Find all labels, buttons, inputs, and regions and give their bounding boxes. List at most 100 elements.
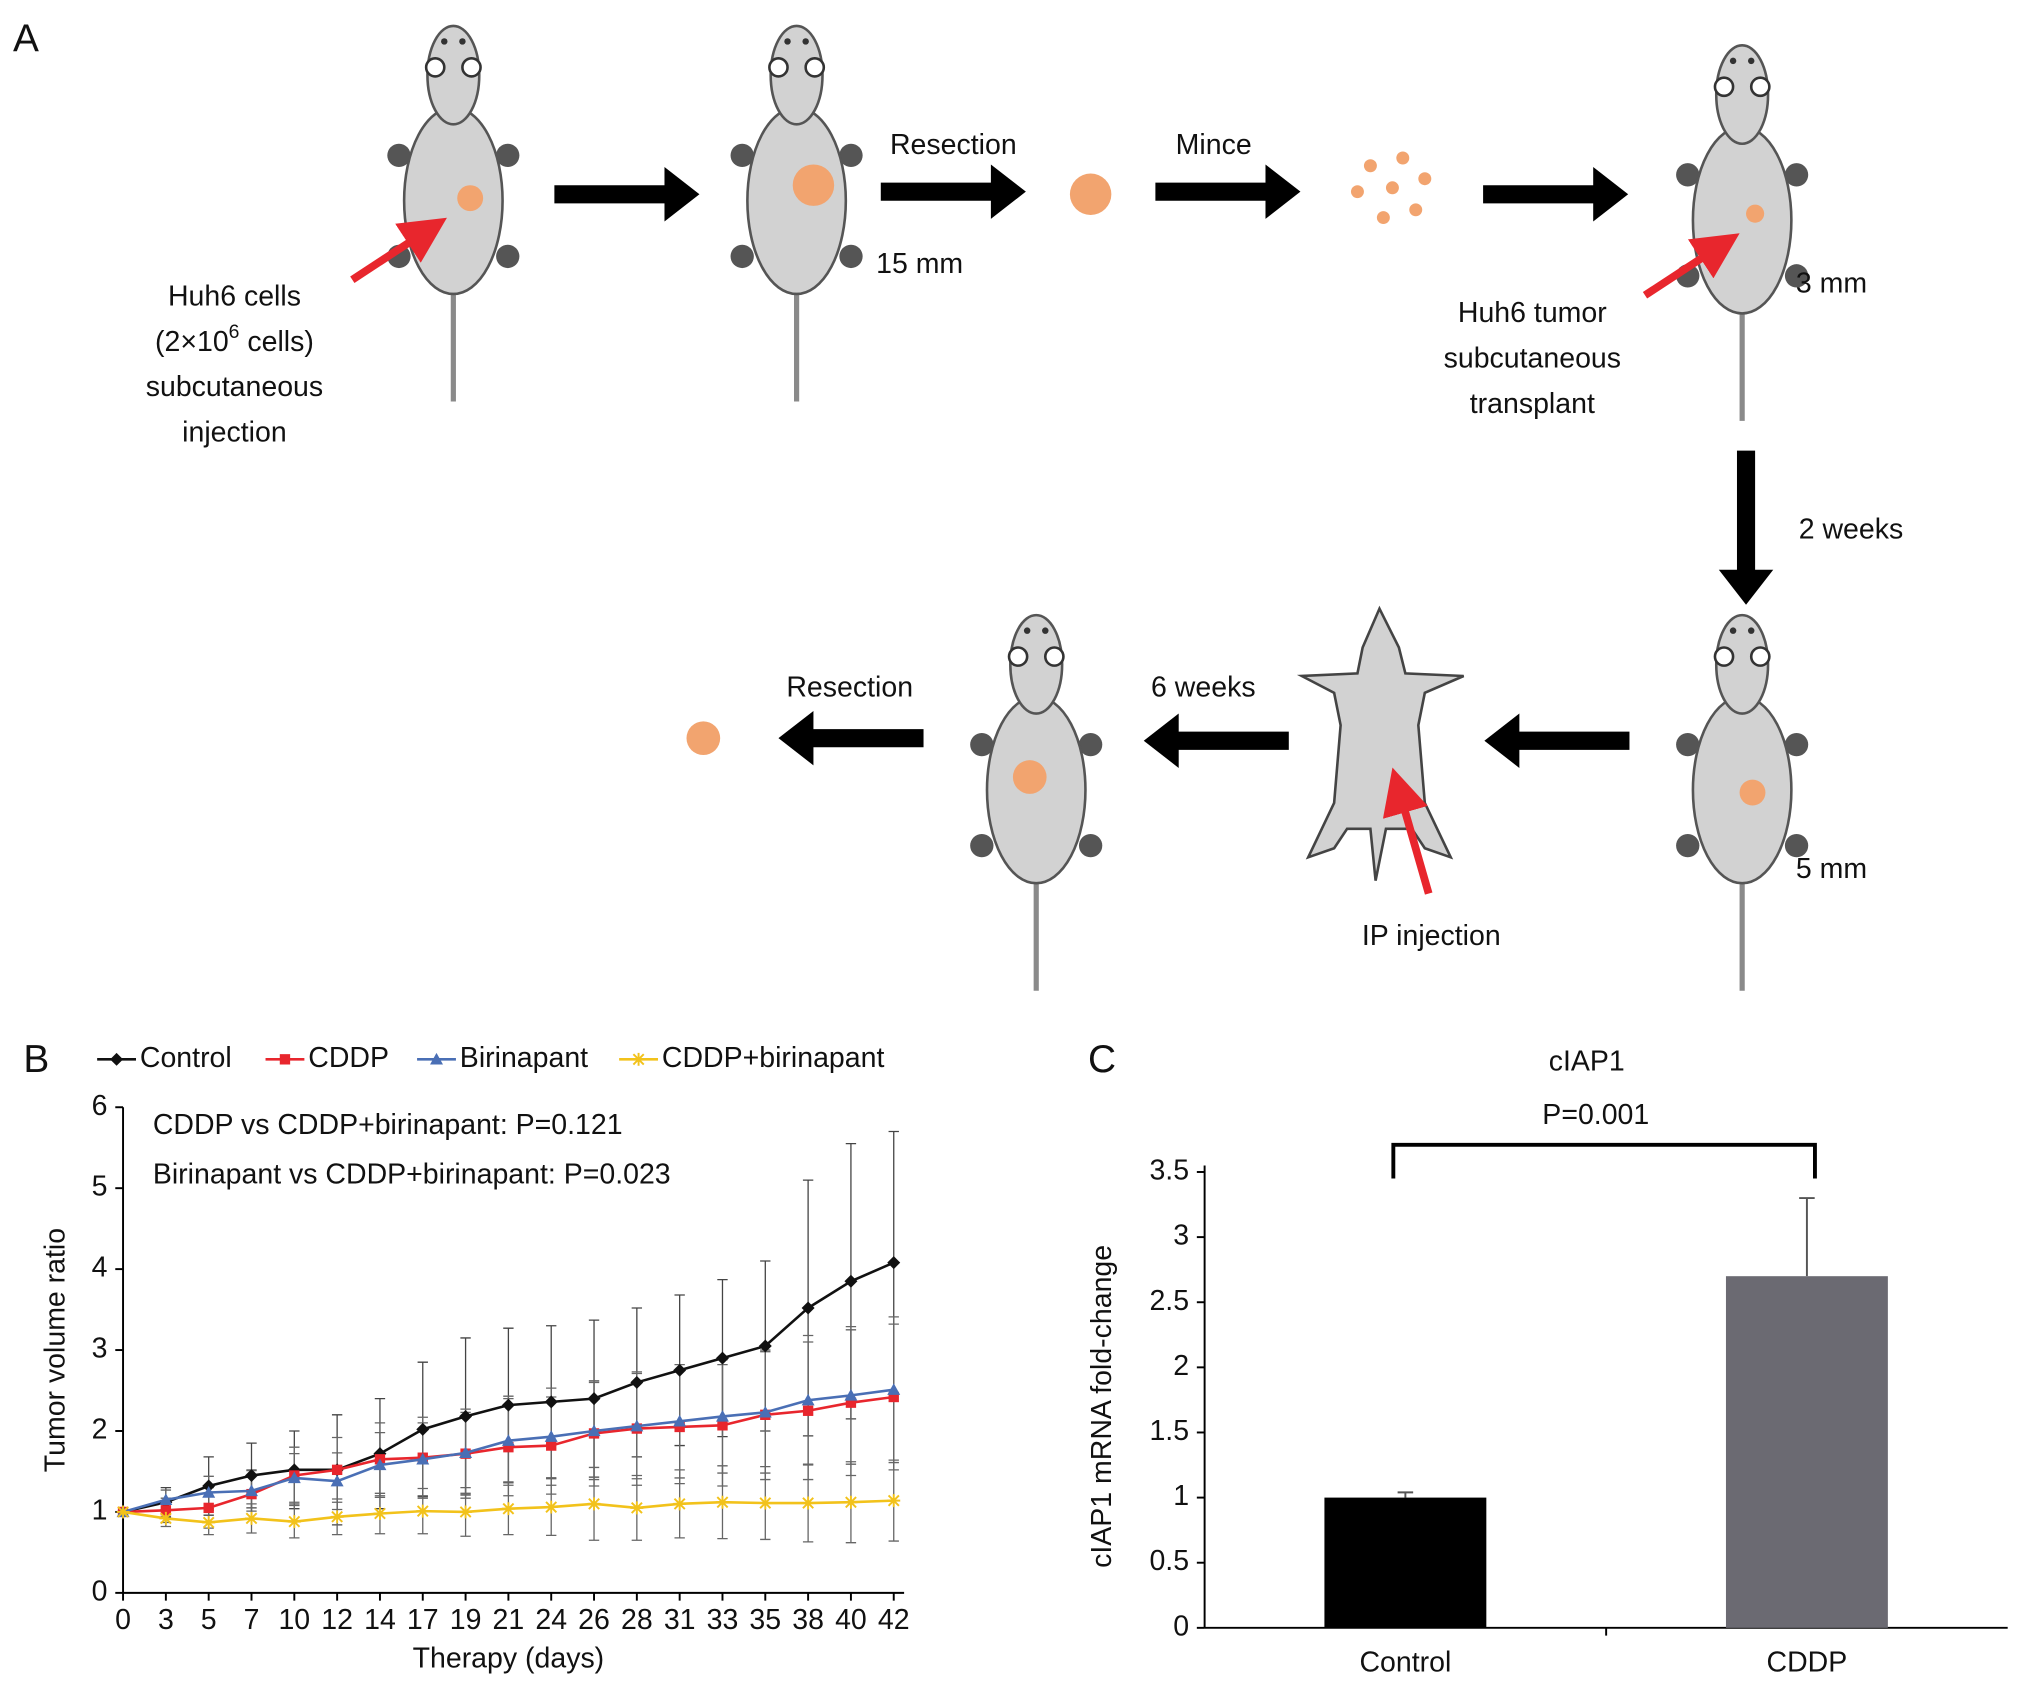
label: cells) bbox=[239, 326, 313, 358]
marker bbox=[587, 1392, 601, 1406]
bar bbox=[1324, 1497, 1487, 1628]
x-tick-label: 17 bbox=[407, 1604, 439, 1636]
x-tick-label: 42 bbox=[878, 1604, 910, 1636]
marker bbox=[673, 1497, 687, 1511]
x-tick-label: 33 bbox=[707, 1604, 739, 1636]
label: Huh6 cells bbox=[168, 280, 301, 312]
marker bbox=[160, 1505, 172, 1516]
marker bbox=[673, 1363, 687, 1377]
marker bbox=[844, 1388, 858, 1401]
y-tick-label: 2 bbox=[92, 1414, 108, 1446]
marker bbox=[416, 1504, 430, 1518]
x-tick-label: 28 bbox=[621, 1604, 653, 1636]
y-tick-label: 0.5 bbox=[1149, 1545, 1189, 1577]
marker bbox=[801, 1393, 815, 1406]
marker bbox=[503, 1442, 514, 1453]
marker bbox=[501, 1434, 515, 1446]
x-tick-label: 26 bbox=[578, 1604, 610, 1636]
y-tick-label: 3.5 bbox=[1149, 1155, 1189, 1187]
y-tick-label: 3 bbox=[1173, 1220, 1189, 1252]
marker bbox=[202, 1515, 216, 1529]
marker bbox=[110, 1052, 124, 1066]
marker bbox=[459, 1505, 473, 1519]
marker bbox=[673, 1414, 687, 1427]
marker bbox=[630, 1419, 644, 1432]
marker bbox=[758, 1496, 772, 1510]
marker bbox=[287, 1515, 301, 1529]
marker bbox=[501, 1502, 515, 1516]
marker bbox=[459, 1409, 473, 1423]
label: 5 mm bbox=[1796, 853, 1867, 885]
marker bbox=[459, 1446, 473, 1459]
marker bbox=[544, 1395, 558, 1409]
marker bbox=[716, 1409, 729, 1422]
marker bbox=[845, 1397, 857, 1408]
label: 15 mm bbox=[876, 248, 963, 280]
x-tick-label: 14 bbox=[364, 1604, 396, 1636]
marker bbox=[716, 1495, 729, 1509]
marker bbox=[331, 1464, 343, 1476]
legend-label: CDDP+birinapant bbox=[662, 1042, 885, 1074]
marker bbox=[544, 1500, 558, 1514]
marker bbox=[887, 1383, 901, 1395]
x-tick-label: 35 bbox=[749, 1604, 781, 1636]
label: Huh6 tumor bbox=[1458, 297, 1607, 329]
marker bbox=[587, 1424, 601, 1437]
marker bbox=[373, 1507, 387, 1521]
marker bbox=[632, 1052, 646, 1066]
marker bbox=[430, 1052, 443, 1065]
marker bbox=[159, 1511, 173, 1525]
marker bbox=[287, 1471, 301, 1484]
label: 6 weeks bbox=[1151, 671, 1256, 703]
label: IP injection bbox=[1362, 920, 1501, 952]
marker bbox=[245, 1484, 258, 1497]
y-tick-label: 2 bbox=[1173, 1350, 1189, 1382]
y-tick-label: 1 bbox=[1173, 1480, 1189, 1512]
label: transplant bbox=[1470, 388, 1595, 420]
marker bbox=[887, 1256, 901, 1270]
y-axis-label: Tumor volume ratio bbox=[40, 1228, 72, 1472]
label: 6 bbox=[229, 321, 240, 343]
x-tick-label: CDDP bbox=[1767, 1647, 1848, 1679]
y-axis-label: cIAP1 mRNA fold-change bbox=[1086, 1245, 1118, 1568]
marker bbox=[245, 1511, 258, 1525]
marker bbox=[501, 1398, 515, 1412]
panel-label: C bbox=[1088, 1038, 1116, 1081]
x-tick-label: 5 bbox=[201, 1604, 217, 1636]
marker bbox=[758, 1405, 772, 1418]
marker bbox=[416, 1422, 430, 1436]
label: (2×106 cells) bbox=[155, 321, 314, 358]
x-tick-label: 19 bbox=[450, 1604, 482, 1636]
marker bbox=[888, 1391, 899, 1403]
label: (2×10 bbox=[155, 326, 229, 358]
marker bbox=[630, 1501, 644, 1515]
x-tick-label: 24 bbox=[535, 1604, 567, 1636]
marker bbox=[716, 1351, 729, 1365]
marker bbox=[116, 1505, 130, 1519]
marker bbox=[546, 1440, 557, 1451]
arrows bbox=[554, 164, 1774, 768]
y-tick-label: 2.5 bbox=[1149, 1285, 1189, 1317]
marker bbox=[279, 1054, 291, 1065]
y-tick-label: 0 bbox=[92, 1575, 108, 1607]
marker bbox=[801, 1496, 815, 1510]
x-tick-label: 38 bbox=[792, 1604, 824, 1636]
panel-label: B bbox=[23, 1038, 49, 1081]
marker bbox=[330, 1474, 344, 1487]
legend-label: CDDP bbox=[308, 1042, 389, 1074]
label: subcutaneous bbox=[146, 371, 323, 403]
x-tick-label: 31 bbox=[664, 1604, 696, 1636]
injection-arrows bbox=[350, 217, 1740, 895]
label: Mince bbox=[1176, 129, 1252, 161]
marker bbox=[630, 1375, 644, 1389]
x-tick-label: 3 bbox=[158, 1604, 174, 1636]
label: 3 mm bbox=[1796, 267, 1867, 299]
x-tick-label: 7 bbox=[244, 1604, 260, 1636]
bracket bbox=[1391, 1142, 1817, 1179]
label: 2 weeks bbox=[1799, 513, 1904, 545]
annotation: P=0.001 bbox=[1542, 1099, 1649, 1131]
label: Resection bbox=[786, 671, 913, 703]
panel-label: A bbox=[13, 18, 39, 61]
diagram-labels: Huh6 cells (2×106 cells) subcutaneous in… bbox=[146, 129, 1903, 952]
